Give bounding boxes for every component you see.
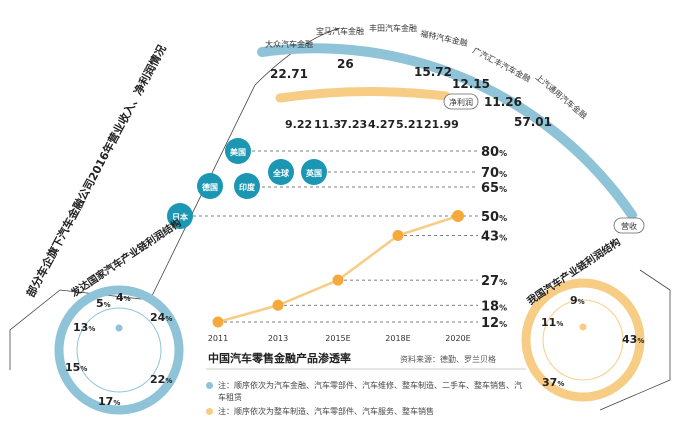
bubble-japan: 日本 [167,203,193,229]
dev-value-finance: 4% [116,291,131,304]
penetration-x-tick: 2011 [208,334,228,343]
cn-donut-ring [521,278,645,402]
penetration-point [212,316,224,328]
revenue-value-toyota: 15.72 [414,65,452,79]
arc-section-title: 部分车企旗下汽车金融公司2016年营业收入、净利润情况 [23,42,169,299]
legend-orange-dot [206,408,213,415]
profit-value-bmw: 11.3 [314,118,341,131]
legend-orange-row: 注：顺序依次为整车制造、汽车零部件、汽车服务、整车销售 [206,406,526,418]
profit-label-pill [443,93,479,110]
cn-value-sales: 11% [541,316,563,329]
car-outline [9,27,341,370]
revenue-value-bmw: 26 [337,57,354,71]
svg-text:英国: 英国 [305,168,322,178]
dev-value-manufacture: 17% [98,395,120,408]
level-value-70: 70% [481,166,507,181]
svg-text:印度: 印度 [239,182,256,192]
dev-donut-center-dot [115,324,123,332]
cn-value-service: 37% [542,376,564,389]
dev-value-used-car: 15% [65,361,87,374]
dev-value-parts: 24% [150,311,172,324]
penetration-line-chart: 12% 18% 27% 43% 2011 2013 2015E 2018E 2020E [208,210,507,343]
company-label-ford: 福特汽车金融 [420,28,469,48]
profit-value-saic: 21.99 [424,118,459,131]
company-label-toyota: 丰田汽车金融 [369,23,417,33]
company-label-bmw: 宝马汽车金融 [316,26,364,36]
bubble-india: 印度 [234,173,260,199]
dev-donut-inner [76,307,162,393]
car-outline-right [599,269,671,411]
revenue-value-ford: 12.15 [452,77,490,91]
chart-source: 资料来源：德勤、罗兰贝格 [400,354,496,364]
penetration-x-tick: 2013 [268,334,288,343]
legend: 注：顺序依次为汽车金融、汽车零部件、汽车维修、整车制造、二手车、整车销售、汽车租… [206,380,526,420]
revenue-value-gac: 11.26 [484,95,522,109]
cn-value-parts: 43% [622,333,644,346]
svg-text:德国: 德国 [202,182,218,192]
legend-orange-note: 注：顺序依次为整车制造、汽车零部件、汽车服务、整车销售 [218,407,434,416]
cn-donut-center-dot [579,323,587,331]
penetration-value-label: 43% [481,230,507,245]
penetration-point [272,299,284,311]
dev-value-sales: 13% [73,321,95,334]
penetration-value-label: 27% [481,274,507,289]
company-label-vw: 大众汽车金融 [265,39,313,49]
bubble-germany: 德国 [197,173,223,199]
company-label-saic: 上汽通用汽车金融 [534,72,589,121]
svg-text:日本: 日本 [172,212,188,222]
bubble-uk: 英国 [301,159,327,185]
dev-value-repair: 22% [150,373,172,386]
dev-value-rental: 5% [96,297,111,310]
svg-text:全球: 全球 [272,168,290,178]
profit-value-toyota: 7.23 [340,118,367,131]
profit-arc [275,87,451,103]
revenue-label: 营收 [621,221,637,231]
svg-text:美国: 美国 [230,147,246,157]
penetration-series-line [217,214,459,324]
penetration-value-label: 18% [481,299,507,314]
profit-value-gac: 5.21 [396,118,423,131]
revenue-arc [257,43,637,220]
legend-blue-dot [206,382,213,389]
profit-label: 净利润 [449,97,473,107]
penetration-x-tick: 2015E [325,334,350,343]
penetration-point [452,210,464,222]
dev-donut-ring [54,285,184,415]
chart-title: 中国汽车零售金融产品渗透率 [208,351,351,365]
penetration-point [392,230,404,242]
revenue-value-vw: 22.71 [270,67,308,81]
penetration-point [332,274,344,286]
penetration-x-tick: 2018E [385,334,410,343]
profit-value-vw: 9.22 [285,118,312,131]
penetration-x-tick: 2020E [445,334,470,343]
cn-donut-inner [542,299,624,381]
cn-value-manufacture: 9% [570,294,585,307]
legend-blue-note: 注：顺序依次为汽车金融、汽车零部件、汽车维修、整车制造、二手车、整车销售、汽车租… [218,381,522,402]
level-value-65: 65% [481,181,507,196]
bubble-usa: 美国 [225,138,251,164]
legend-blue-row: 注：顺序依次为汽车金融、汽车零部件、汽车维修、整车制造、二手车、整车销售、汽车租… [206,380,526,404]
bubble-global: 全球 [268,159,294,185]
level-value-80: 80% [481,145,507,160]
penetration-value-label: 12% [481,316,507,331]
revenue-label-pill [613,217,645,234]
revenue-value-saic: 57.01 [514,115,552,129]
profit-value-ford: 4.27 [368,118,395,131]
level-value-50: 50% [481,210,507,225]
